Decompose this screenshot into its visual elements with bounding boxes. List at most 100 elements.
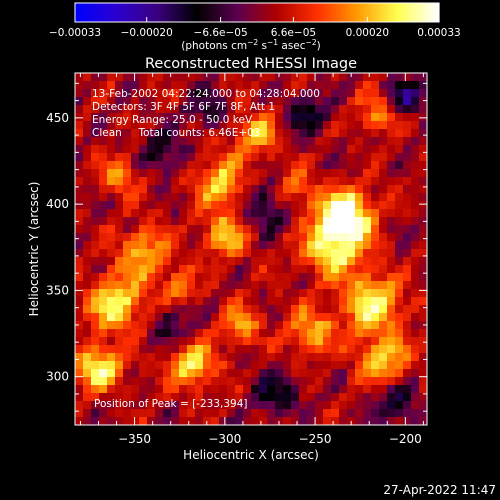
heatmap-cell	[187, 209, 196, 218]
heatmap-cell	[283, 137, 292, 146]
heatmap-cell	[123, 369, 132, 378]
heatmap-cell	[387, 417, 396, 425]
heatmap-cell	[275, 137, 284, 146]
colorbar-cell	[308, 3, 313, 22]
heatmap-cell	[299, 241, 308, 250]
heatmap-cell	[419, 329, 427, 338]
heatmap-cell	[235, 369, 244, 378]
heatmap-cell	[307, 289, 316, 298]
heatmap-cell	[363, 193, 372, 202]
heatmap-cell	[139, 113, 148, 122]
heatmap-cell	[283, 361, 292, 370]
heatmap-cell	[299, 377, 308, 386]
heatmap-cell	[275, 257, 284, 266]
heatmap-cell	[283, 177, 292, 186]
heatmap-cell	[387, 113, 396, 122]
colorbar-cell	[341, 3, 346, 22]
heatmap-cell	[243, 265, 252, 274]
heatmap-cell	[387, 89, 396, 98]
heatmap-cell	[171, 145, 180, 154]
heatmap-cell	[403, 137, 412, 146]
heatmap-cell	[291, 401, 300, 410]
colorbar-cell	[220, 3, 225, 22]
heatmap-cell	[155, 129, 164, 138]
heatmap-cell	[123, 217, 132, 226]
heatmap-cell	[371, 193, 380, 202]
heatmap-cell	[211, 297, 220, 306]
heatmap-cell	[203, 249, 212, 258]
heatmap-cell	[195, 417, 204, 425]
heatmap-cell	[387, 193, 396, 202]
heatmap-cell	[371, 145, 380, 154]
heatmap-cell	[315, 137, 324, 146]
heatmap-cell	[283, 153, 292, 162]
colorbar-cell	[247, 3, 252, 22]
heatmap-cell	[275, 193, 284, 202]
heatmap-cell	[179, 209, 188, 218]
heatmap-cell	[163, 89, 172, 98]
heatmap-cell	[211, 321, 220, 330]
heatmap-cell	[243, 401, 252, 410]
heatmap-cell	[75, 337, 84, 346]
heatmap-cell	[91, 249, 100, 258]
heatmap-cell	[203, 105, 212, 114]
heatmap-cell	[219, 233, 228, 242]
heatmap-cell	[283, 129, 292, 138]
heatmap-cell	[291, 345, 300, 354]
heatmap-cell	[99, 153, 108, 162]
heatmap-cell	[267, 161, 276, 170]
heatmap-cell	[347, 281, 356, 290]
heatmap-cell	[323, 73, 332, 82]
heatmap-cell	[403, 153, 412, 162]
heatmap-cell	[331, 337, 340, 346]
heatmap-cell	[211, 169, 220, 178]
heatmap-cell	[171, 97, 180, 106]
heatmap-cell	[403, 345, 412, 354]
heatmap-cell	[371, 329, 380, 338]
heatmap-cell	[419, 105, 427, 114]
heatmap-cell	[83, 185, 92, 194]
heatmap-cell	[211, 361, 220, 370]
heatmap-cell	[403, 409, 412, 418]
heatmap-cell	[203, 377, 212, 386]
heatmap-cell	[155, 321, 164, 330]
colorbar-cell	[123, 3, 128, 22]
heatmap-cell	[91, 193, 100, 202]
heatmap-cell	[75, 105, 84, 114]
heatmap-cell	[379, 273, 388, 282]
heatmap-cell	[395, 169, 404, 178]
heatmap-cell	[323, 105, 332, 114]
heatmap-cell	[323, 377, 332, 386]
heatmap-cell	[171, 305, 180, 314]
heatmap-cell	[299, 313, 308, 322]
heatmap-cell	[251, 377, 260, 386]
heatmap-cell	[243, 89, 252, 98]
heatmap-cell	[99, 233, 108, 242]
heatmap-cell	[75, 273, 84, 282]
heatmap-cell	[147, 145, 156, 154]
heatmap-cell	[403, 209, 412, 218]
heatmap-cell	[259, 329, 268, 338]
heatmap-cell	[347, 81, 356, 90]
heatmap-cell	[275, 281, 284, 290]
heatmap-cell	[187, 225, 196, 234]
heatmap-cell	[91, 129, 100, 138]
heatmap-cell	[115, 97, 124, 106]
heatmap-cell	[203, 113, 212, 122]
heatmap-cell	[187, 393, 196, 402]
colorbar-cell	[302, 3, 307, 22]
heatmap-cell	[275, 241, 284, 250]
heatmap-cell	[179, 193, 188, 202]
heatmap-cell	[267, 305, 276, 314]
heatmap-cell	[131, 73, 140, 82]
colorbar-cell	[332, 3, 337, 22]
heatmap-cell	[227, 193, 236, 202]
heatmap-cell	[163, 161, 172, 170]
heatmap-cell	[75, 321, 84, 330]
heatmap-cell	[115, 321, 124, 330]
heatmap-cell	[355, 113, 364, 122]
heatmap-cell	[395, 369, 404, 378]
heatmap-cell	[331, 225, 340, 234]
heatmap-cell	[283, 385, 292, 394]
heatmap-cell	[363, 329, 372, 338]
